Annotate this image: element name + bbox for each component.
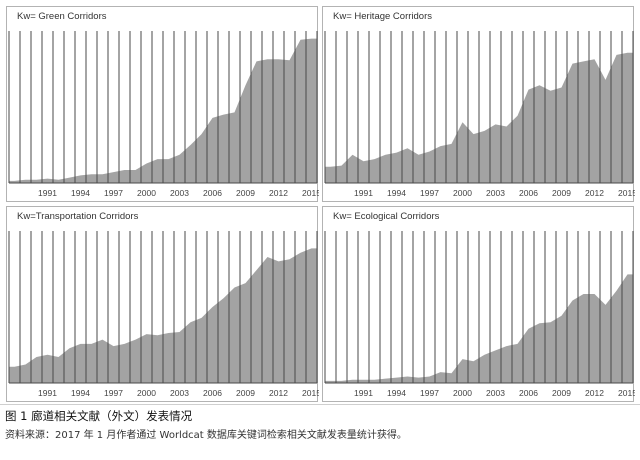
chart-panel-ecological-corridors: Kw= Ecological Corridors 1991 1994 1997 200… <box>322 206 635 402</box>
chart-svg: 1991 1994 1997 2000 2003 2006 2009 2012 2015 <box>8 231 319 398</box>
x-tick-label: 2012 <box>585 188 604 198</box>
x-tick-label: 2012 <box>269 388 288 398</box>
x-tick-label: 2009 <box>552 188 571 198</box>
x-tick-label: 1994 <box>387 388 406 398</box>
chart-panel-transportation-corridors: Kw=Transportation Corridors 1991 1994 1997… <box>6 206 319 402</box>
x-tick-label: 1991 <box>354 188 373 198</box>
x-tick-label: 2015 <box>618 188 635 198</box>
x-tick-label: 2000 <box>137 388 156 398</box>
x-tick-label: 2015 <box>302 388 319 398</box>
chart-title: Kw= Ecological Corridors <box>333 211 440 222</box>
x-tick-labels: 1991 1994 1997 2000 2003 2006 2009 2012 2015 <box>38 188 319 198</box>
x-tick-label: 1994 <box>387 188 406 198</box>
year-grid-lines <box>8 31 318 183</box>
x-tick-label: 1991 <box>38 188 57 198</box>
x-tick-label: 2000 <box>137 188 156 198</box>
chart-title: Kw=Transportation Corridors <box>17 211 139 222</box>
x-tick-label: 2000 <box>453 388 472 398</box>
chart-svg: 1991 1994 1997 2000 2003 2006 2009 2012 2015 <box>324 31 635 198</box>
chart-panel-green-corridors: Kw= Green Corridors 1991 1994 1997 2000 2003… <box>6 6 319 202</box>
x-tick-label: 2015 <box>618 388 635 398</box>
x-tick-label: 2003 <box>486 188 505 198</box>
x-tick-labels: 1991 1994 1997 2000 2003 2006 2009 2012 2015 <box>354 188 635 198</box>
x-tick-label: 2003 <box>170 388 189 398</box>
chart-title: Kw= Green Corridors <box>17 11 107 22</box>
divider-line <box>0 404 640 405</box>
x-tick-label: 2006 <box>519 388 538 398</box>
x-tick-label: 2003 <box>486 388 505 398</box>
x-tick-label: 2009 <box>552 388 571 398</box>
figure-source-note: 资料来源：2017 年 1 月作者通过 Worldcat 数据库关键词检索相关文… <box>5 430 407 441</box>
x-tick-label: 2006 <box>203 188 222 198</box>
year-grid-lines <box>8 231 318 383</box>
x-tick-label: 2009 <box>236 388 255 398</box>
x-tick-label: 2003 <box>170 188 189 198</box>
year-grid-lines <box>324 231 634 383</box>
x-tick-label: 2000 <box>453 188 472 198</box>
x-tick-label: 1991 <box>354 388 373 398</box>
x-tick-label: 2012 <box>269 188 288 198</box>
year-grid-lines <box>324 31 634 183</box>
x-tick-labels: 1991 1994 1997 2000 2003 2006 2009 2012 2015 <box>354 388 635 398</box>
x-tick-label: 1994 <box>71 188 90 198</box>
x-tick-label: 1991 <box>38 388 57 398</box>
figure-caption: 图 1 廊道相关文献（外文）发表情况 <box>5 409 193 423</box>
x-tick-label: 2015 <box>302 188 319 198</box>
chart-svg: 1991 1994 1997 2000 2003 2006 2009 2012 2015 <box>324 231 635 398</box>
x-tick-label: 2006 <box>203 388 222 398</box>
chart-title: Kw= Heritage Corridors <box>333 11 432 22</box>
x-tick-label: 2006 <box>519 188 538 198</box>
x-tick-labels: 1991 1994 1997 2000 2003 2006 2009 2012 2015 <box>38 388 319 398</box>
x-tick-label: 1997 <box>104 188 123 198</box>
x-tick-label: 1994 <box>71 388 90 398</box>
x-tick-label: 1997 <box>420 188 439 198</box>
x-tick-label: 1997 <box>104 388 123 398</box>
x-tick-label: 2012 <box>585 388 604 398</box>
chart-panel-heritage-corridors: Kw= Heritage Corridors 1991 1994 1997 2000 2… <box>322 6 635 202</box>
chart-svg: 1991 1994 1997 2000 2003 2006 2009 2012 2015 <box>8 31 319 198</box>
x-tick-label: 1997 <box>420 388 439 398</box>
x-tick-label: 2009 <box>236 188 255 198</box>
